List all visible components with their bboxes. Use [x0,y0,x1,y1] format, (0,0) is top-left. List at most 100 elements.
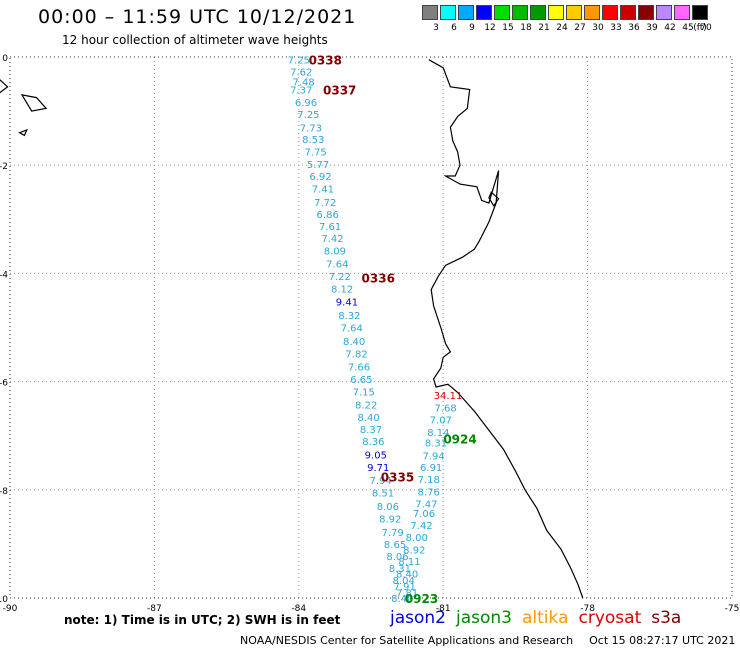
wave-height-label: 8.92 [403,545,425,556]
wave-height-label: 7.47 [415,499,437,510]
legend-label: 9 [469,23,475,33]
island-outline [20,94,48,112]
footer: NOAA/NESDIS Center for Satellite Applica… [240,634,735,647]
legend-swatch [566,5,582,20]
wave-height-label: 8.14 [427,428,449,439]
wave-height-label: 8.40 [391,594,413,605]
wave-height-label: 8.06 [386,552,408,563]
satellite-jason2: jason2 [390,608,446,628]
y-tick-label: 0 [2,54,8,64]
legend-label: 36 [628,23,640,33]
pass-time-labels: 0338 0337 0336 0335 0924 0923 [309,54,477,606]
legend-label: 33 [610,23,622,33]
wave-height-label: 6.96 [295,98,317,109]
wave-height-label: 8.40 [396,570,418,581]
wave-height-label: 8.53 [302,135,324,146]
legend-label: 39 [646,23,658,33]
wave-height-label: 7.62 [290,68,312,79]
legend-swatch [638,5,654,20]
wave-height-label: 6.92 [309,172,331,183]
wave-height-label: 7.42 [410,521,432,532]
satellite-legend: jason2 jason3 altika cryosat s3a [390,608,691,628]
wave-height-label: 8.31 [425,439,447,450]
satellite-s3a: s3a [651,608,682,628]
legend-label: 18 [520,23,532,33]
wave-height-label: 6.65 [350,375,372,386]
satellite-jason3: jason3 [456,608,512,628]
pass-time-label: 0335 [381,470,414,484]
satellite-altika: altika [522,608,569,628]
wave-height-label: 8.00 [406,533,428,544]
wave-height-label: 7.73 [300,123,322,134]
pass-time-label: 0924 [443,432,476,446]
legend-unit: (ft) [693,23,707,33]
wave-height-label: 6.86 [317,210,339,221]
pass-time-label: 0336 [362,272,395,286]
wave-height-label: 7.41 [312,184,334,195]
altimeter-track-b: 34.117.687.078.148.317.946.917.188.767.4… [391,391,462,605]
pass-time-label: 0923 [405,592,438,606]
wave-height-label: 7.25 [288,56,310,67]
legend-swatch [494,5,510,20]
legend-label: 15 [502,23,514,33]
map-subtitle: 12 hour collection of altimeter wave hei… [62,33,328,47]
y-tick-label: -10 [0,595,8,605]
wave-height-label: 5.77 [307,160,329,171]
wave-height-label: 7.75 [305,148,327,159]
wave-height-label: 8.22 [355,400,377,411]
wave-height-label: 6.91 [420,463,442,474]
wave-height-label: 7.94 [369,476,391,487]
pass-time-label: 0337 [323,83,356,97]
wave-height-label: 8.51 [372,489,394,500]
wave-height-label: 7.72 [314,198,336,209]
y-tick-label: -4 [0,270,8,280]
footer-credit: NOAA/NESDIS Center for Satellite Applica… [240,634,574,647]
wave-height-label: 7.37 [290,85,312,96]
legend-label: 24 [556,23,568,33]
axis-tick-labels: -90 -87 -84 -81 -78 -75 0 -2 -4 -6 -8 -10 [0,54,739,614]
wave-height-label: 8.36 [362,437,384,448]
wave-height-label: 7.06 [413,509,435,520]
wave-height-label: 7.15 [353,387,375,398]
y-tick-label: -6 [0,379,8,389]
wave-height-label: 8.32 [338,311,360,322]
legend-label: 30 [592,23,604,33]
map-grid [10,57,732,598]
legend-swatch [458,5,474,20]
satellite-cryosat: cryosat [578,608,642,628]
wave-height-label: 7.18 [418,475,440,486]
map-frame [9,56,733,599]
island-outline [488,191,500,207]
legend-swatch [656,5,672,20]
legend-label: 21 [538,23,550,33]
legend-swatch [620,5,636,20]
x-tick-label: -78 [580,604,595,614]
y-tick-label: -8 [0,487,8,497]
footer-timestamp: Oct 15 08:27:17 UTC 2021 [589,634,736,647]
y-tick-label: -2 [0,162,8,172]
wave-height-label: 8.65 [384,540,406,551]
wave-height-label: 7.66 [348,362,370,373]
pass-time-label: 0338 [309,54,342,68]
map-title: 00:00 – 11:59 UTC 10/12/2021 [38,6,357,28]
x-tick-label: -81 [436,604,451,614]
wave-height-label: 8.11 [398,557,420,568]
wave-height-label: 7.42 [321,234,343,245]
wave-height-label: 7.64 [326,260,348,271]
wave-height-label: 8.76 [418,487,440,498]
x-tick-label: -84 [291,604,306,614]
legend-swatch [584,5,600,20]
legend-label: 70 [700,23,712,33]
wave-height-label: 34.11 [434,391,463,402]
wave-height-label: 8.09 [324,247,346,258]
legend-label: 45 [682,23,694,33]
wave-height-label: 7.48 [292,77,314,88]
legend-swatch [530,5,546,20]
coastline [0,59,584,599]
legend-swatch [548,5,564,20]
wave-height-label: 7.82 [345,349,367,360]
wave-height-label: 8.92 [379,514,401,525]
wave-height-label: 8.40 [357,413,379,424]
x-tick-label: -90 [3,604,18,614]
